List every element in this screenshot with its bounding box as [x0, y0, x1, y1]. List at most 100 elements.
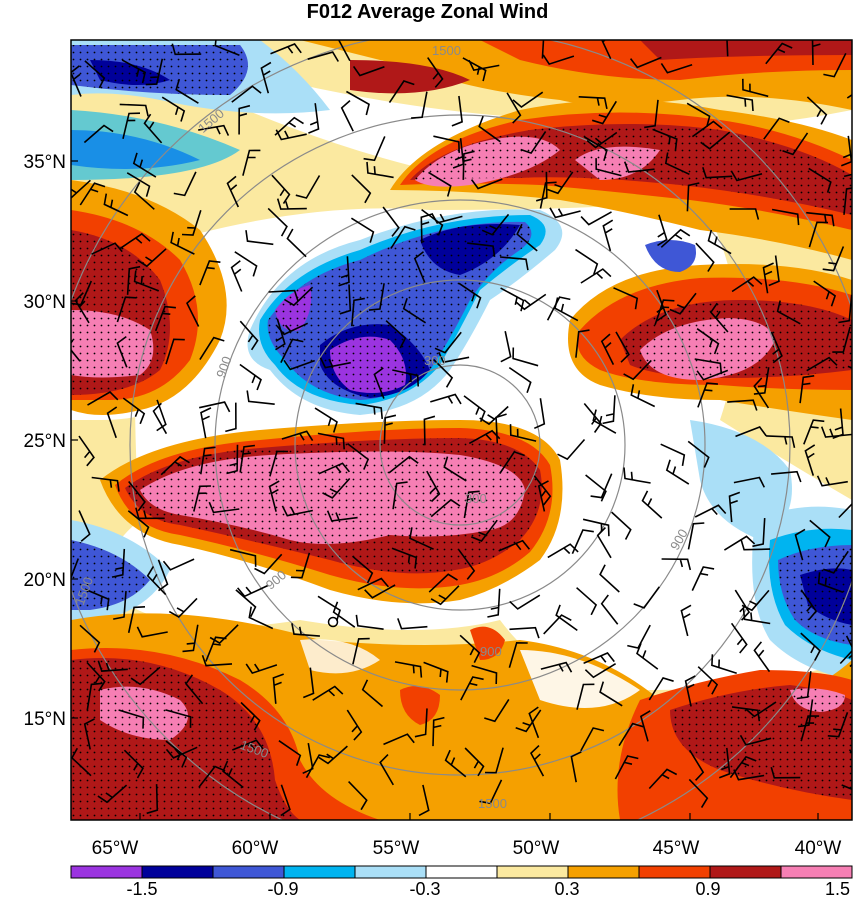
wind-barb: [302, 742, 314, 775]
wind-barb: [800, 715, 820, 742]
wind-barb: [135, 507, 165, 520]
wind-barb: [113, 591, 127, 620]
wind-barb: [686, 102, 711, 128]
wind-barb: [379, 754, 394, 786]
wind-barb: [557, 438, 586, 461]
wind-barb: [366, 161, 394, 179]
wind-barb: [838, 502, 852, 519]
wind-barb: [832, 408, 844, 439]
wind-barb: [201, 654, 233, 667]
lon-tick-label: 45°W: [653, 838, 700, 859]
wind-barb: [260, 61, 272, 94]
wind-barb: [541, 40, 547, 59]
wind-barb: [123, 749, 144, 779]
wind-barb: [175, 78, 199, 104]
wind-barb: [281, 430, 314, 442]
wind-barb: [599, 564, 620, 593]
wind-barb: [443, 456, 467, 482]
wind-barb: [611, 511, 632, 540]
wind-barb: [800, 632, 821, 661]
wind-barb: [484, 698, 510, 723]
wind-barb: [426, 470, 441, 503]
wind-barb: [731, 276, 763, 293]
wind-barb: [471, 519, 498, 542]
wind-barb: [719, 747, 731, 779]
wind-barb: [198, 765, 226, 788]
wind-barb: [600, 333, 615, 365]
wind-barb: [245, 663, 278, 675]
wind-barb: [146, 565, 167, 596]
wind-barb: [467, 242, 496, 258]
ring-label: 900: [480, 644, 502, 659]
wind-barb: [623, 161, 655, 173]
neutral-east: [533, 470, 760, 645]
wind-barb: [479, 405, 509, 426]
colorbar-swatch: [425, 865, 498, 879]
wind-barb: [182, 624, 199, 653]
wind-barb: [231, 85, 262, 103]
wind-barb: [368, 283, 385, 311]
wind-barb: [571, 529, 594, 555]
wind-barb: [234, 251, 258, 277]
wind-barb: [275, 129, 307, 141]
wind-barb: [351, 174, 372, 204]
wind-barb: [165, 338, 185, 365]
wind-barb: [841, 784, 852, 791]
wind-barb: [357, 577, 390, 591]
colorbar-label: 0.9: [695, 879, 720, 899]
wind-barb: [740, 538, 771, 551]
wind-barb: [347, 442, 370, 470]
wind-barb: [214, 40, 240, 56]
wind-barb: [340, 99, 354, 132]
wind-barb: [575, 329, 590, 358]
wind-barb: [373, 367, 385, 399]
wind-barb: [823, 52, 847, 78]
wind-barb: [839, 649, 852, 665]
wind-barb: [696, 369, 729, 381]
wind-barb: [116, 335, 128, 368]
wind-barb: [111, 548, 126, 578]
lat-tick-label: 20°N: [24, 570, 66, 591]
wind-barb: [730, 622, 748, 654]
wind-barb: [240, 701, 261, 731]
wind-barb: [813, 280, 837, 307]
colorbar-swatch: [638, 865, 711, 879]
colorbar-swatch: [709, 865, 782, 879]
wind-barb: [290, 552, 311, 579]
wind-barb: [157, 559, 169, 592]
wind-barb: [318, 462, 351, 475]
wind-barb: [817, 572, 844, 594]
wind-barb: [730, 170, 763, 182]
ring-label: 300: [465, 491, 487, 506]
lon-tick-labels: 65°W 60°W 55°W 50°W 45°W 40°W: [92, 838, 842, 859]
wind-barb: [578, 96, 608, 110]
wind-barb: [771, 208, 800, 226]
wind-barb: [618, 722, 644, 747]
wind-barb: [363, 136, 386, 162]
wind-barb: [350, 217, 375, 243]
wind-barb: [97, 784, 128, 804]
wind-barb: [735, 426, 767, 438]
lon-tick-label: 65°W: [92, 838, 139, 859]
wind-barb: [312, 685, 344, 701]
wind-barb: [382, 206, 400, 237]
wind-barb: [585, 474, 607, 502]
wind-barb: [669, 292, 697, 315]
wind-barb: [595, 158, 622, 177]
wind-barb: [753, 367, 770, 395]
wind-barb: [86, 661, 106, 692]
wind-barb: [161, 96, 186, 122]
wind-barb: [132, 152, 157, 178]
wind-barb: [390, 225, 416, 249]
wind-barb: [319, 357, 351, 369]
wind-barb: [687, 440, 710, 468]
wind-barb: [629, 56, 662, 69]
wind-barb: [152, 402, 168, 435]
wind-barb: [430, 585, 460, 606]
wind-barb: [481, 213, 510, 236]
colorbar-swatch: [567, 865, 640, 879]
wind-barb: [348, 781, 368, 811]
wind-barb: [691, 566, 715, 591]
wind-barb: [420, 213, 433, 244]
